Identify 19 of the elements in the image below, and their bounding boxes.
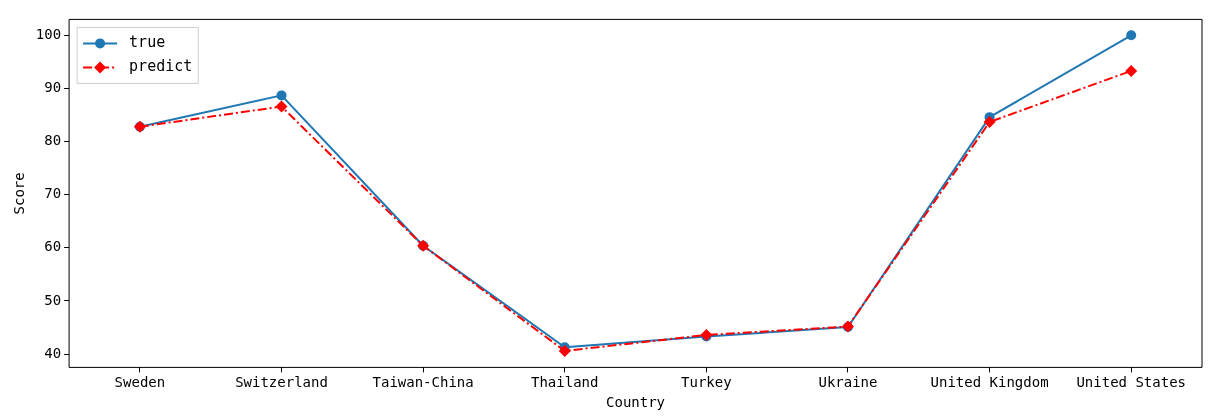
x-tick-label: Turkey <box>681 374 732 391</box>
x-tick-label: Thailand <box>531 374 599 391</box>
legend-label: predict <box>129 57 193 76</box>
x-tick-label: Taiwan-China <box>372 374 474 391</box>
x-tick-label: United Kingdom <box>930 374 1049 391</box>
y-tick-label: 60 <box>44 238 62 255</box>
x-tick-label: Switzerland <box>235 374 328 391</box>
y-tick-label: 100 <box>35 25 62 42</box>
x-axis-title: Country <box>606 394 666 411</box>
y-tick-label: 50 <box>44 291 62 308</box>
x-tick-label: Sweden <box>114 374 166 391</box>
legend-label: true <box>129 33 166 52</box>
x-tick-label: United States <box>1076 374 1186 391</box>
y-tick-label: 40 <box>44 344 62 361</box>
x-tick-label: Ukraine <box>818 374 878 391</box>
y-axis-title: Score <box>11 172 28 215</box>
y-tick-label: 70 <box>44 185 62 202</box>
y-tick-label: 80 <box>44 132 62 149</box>
y-tick-label: 90 <box>44 79 62 96</box>
